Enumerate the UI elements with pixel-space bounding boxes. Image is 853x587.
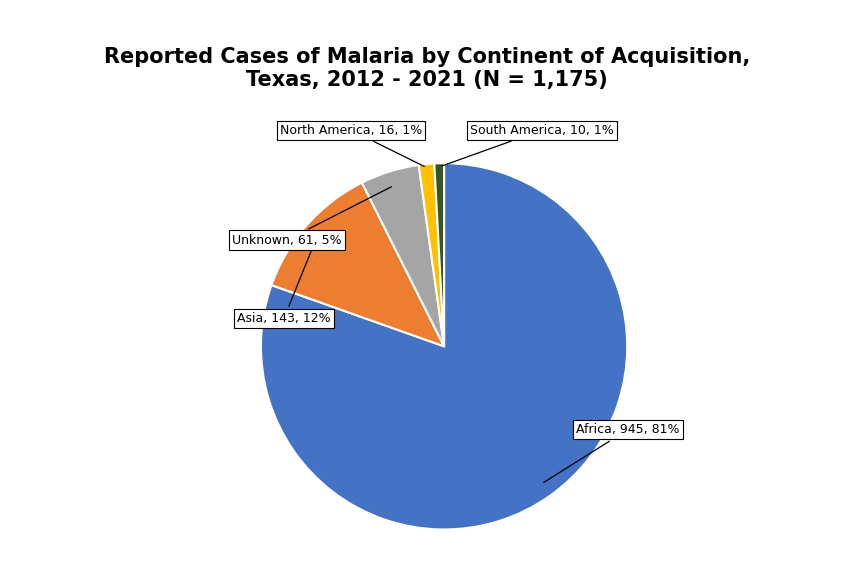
Text: Africa, 945, 81%: Africa, 945, 81% bbox=[543, 423, 679, 483]
Text: North America, 16, 1%: North America, 16, 1% bbox=[280, 124, 424, 167]
Text: South America, 10, 1%: South America, 10, 1% bbox=[441, 124, 612, 166]
Text: Asia, 143, 12%: Asia, 143, 12% bbox=[236, 237, 330, 325]
Text: Reported Cases of Malaria by Continent of Acquisition,
Texas, 2012 - 2021 (N = 1: Reported Cases of Malaria by Continent o… bbox=[104, 47, 749, 90]
Wedge shape bbox=[434, 163, 444, 346]
Wedge shape bbox=[271, 183, 444, 346]
Wedge shape bbox=[418, 163, 444, 346]
Wedge shape bbox=[362, 165, 444, 346]
Text: Unknown, 61, 5%: Unknown, 61, 5% bbox=[232, 187, 391, 247]
Wedge shape bbox=[261, 163, 626, 529]
